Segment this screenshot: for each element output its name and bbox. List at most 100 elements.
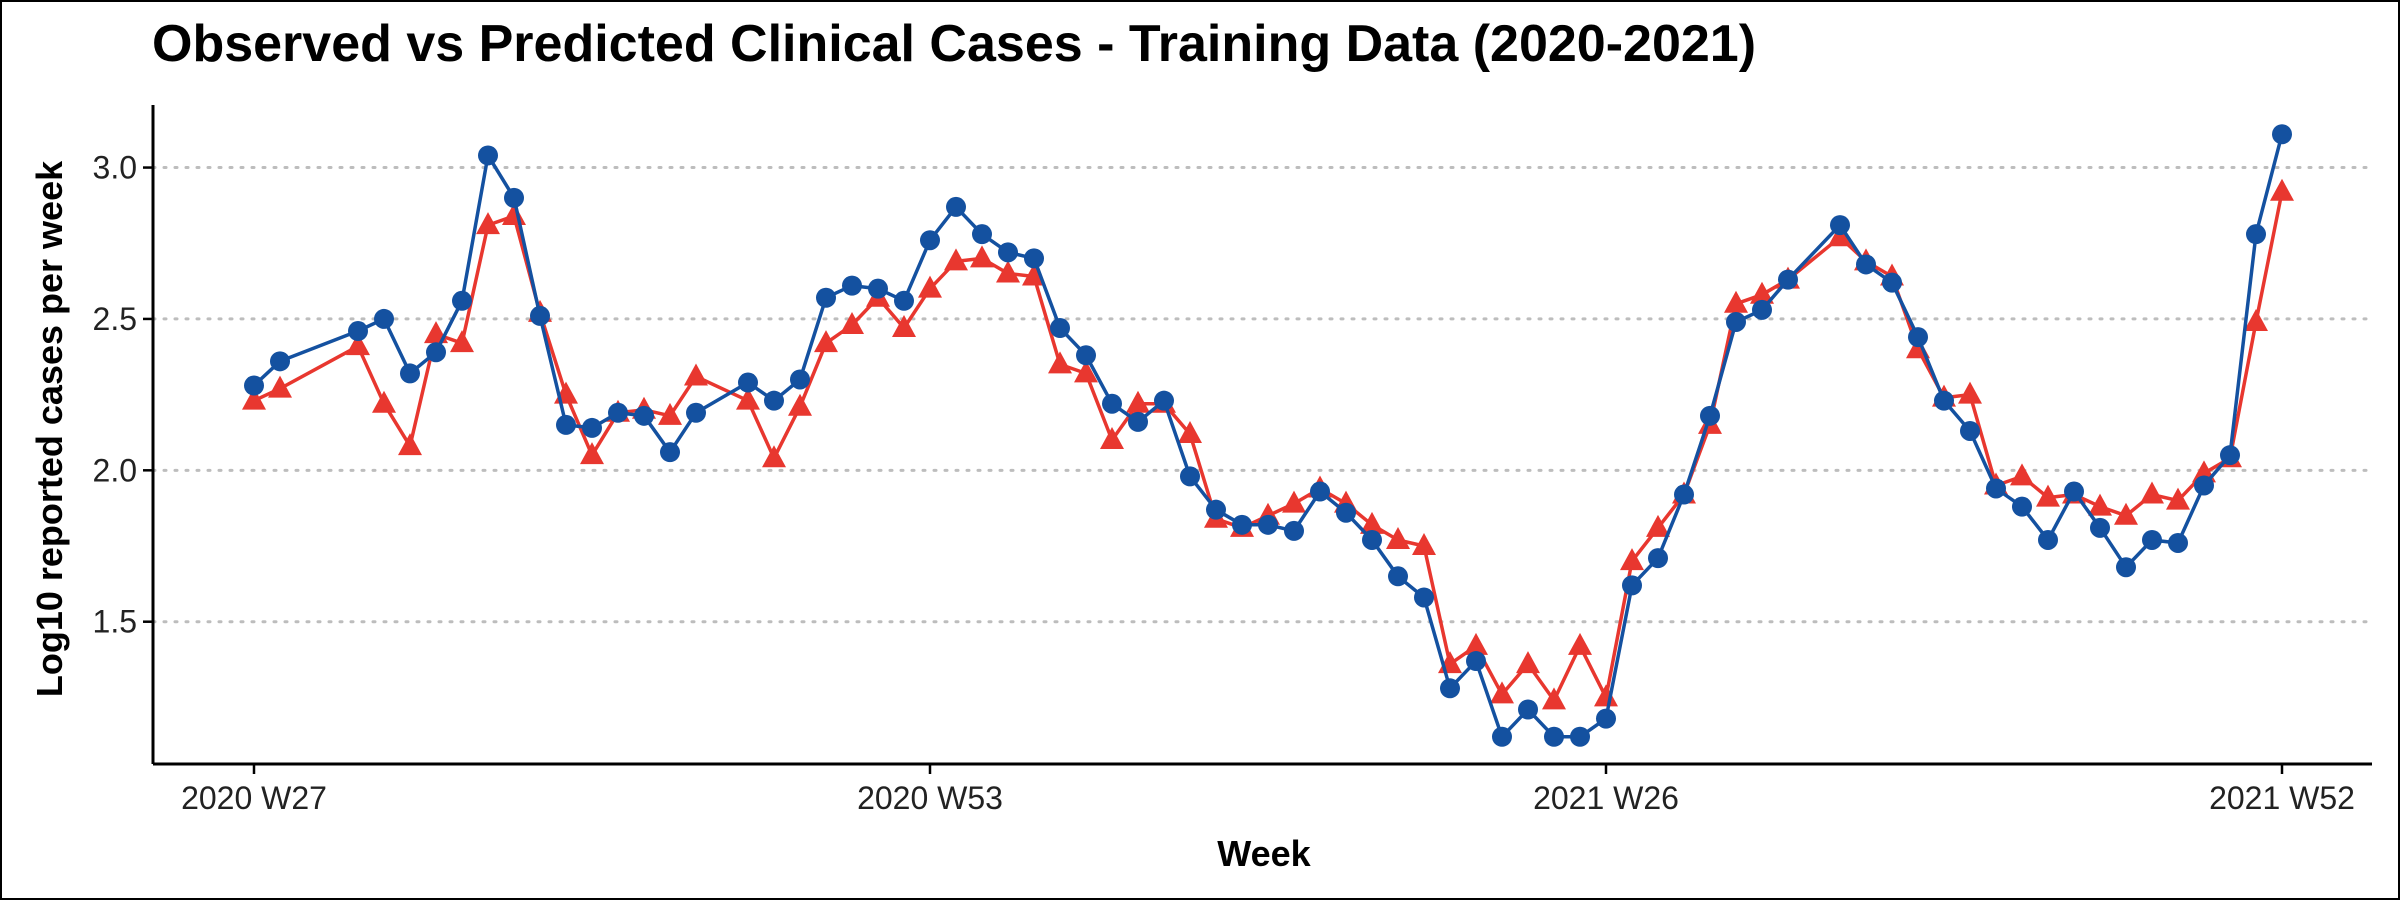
observed-point — [504, 187, 524, 208]
predicted-point — [1646, 514, 1670, 537]
predicted-point — [684, 363, 708, 386]
predicted-point — [1724, 290, 1748, 313]
observed-point — [374, 308, 394, 329]
observed-point — [1336, 502, 1356, 523]
predicted-point — [1542, 687, 1566, 710]
observed-point — [1726, 311, 1746, 332]
observed-point — [1466, 651, 1486, 672]
predicted-point — [918, 275, 942, 298]
observed-point — [2272, 124, 2292, 145]
observed-point — [582, 417, 602, 438]
predicted-point — [814, 330, 838, 353]
observed-point — [1076, 345, 1096, 366]
predicted-point — [1620, 548, 1644, 571]
observed-point — [868, 278, 888, 299]
observed-point — [1232, 514, 1252, 535]
observed-point — [1544, 726, 1564, 747]
observed-point — [1830, 215, 1850, 236]
x-tick-label: 2020 W53 — [857, 780, 1003, 816]
x-tick-label: 2021 W26 — [1533, 780, 1679, 816]
predicted-point — [1568, 632, 1592, 655]
predicted-point — [944, 248, 968, 271]
observed-point — [1700, 405, 1720, 426]
predicted-point — [268, 375, 292, 398]
predicted-point — [1958, 381, 1982, 404]
predicted-point — [2088, 493, 2112, 516]
predicted-point — [242, 387, 266, 410]
predicted-point — [346, 333, 370, 356]
observed-point — [2038, 529, 2058, 550]
observed-point — [738, 372, 758, 393]
x-axis-title: Week — [1217, 833, 1311, 874]
observed-point — [1102, 393, 1122, 414]
observed-point — [1154, 390, 1174, 411]
observed-point — [1934, 390, 1954, 411]
observed-point — [1908, 327, 1928, 348]
predicted-point — [1126, 390, 1150, 413]
chart-title: Observed vs Predicted Clinical Cases - T… — [152, 15, 1757, 73]
observed-point — [998, 242, 1018, 263]
observed-point — [244, 375, 264, 396]
predicted-point — [1048, 351, 1072, 374]
observed-point — [426, 342, 446, 363]
predicted-point — [1464, 632, 1488, 655]
observed-point — [1518, 699, 1538, 720]
observed-point — [1492, 726, 1512, 747]
observed-point — [920, 230, 940, 251]
predicted-point — [1516, 651, 1540, 674]
predicted-point — [1360, 511, 1384, 534]
observed-point — [2220, 445, 2240, 466]
observed-point — [2246, 224, 2266, 245]
predicted-point — [1828, 224, 1852, 247]
predicted-point — [450, 330, 474, 353]
observed-point — [1856, 254, 1876, 275]
predicted-point — [2244, 308, 2268, 331]
grid-lines — [151, 166, 2374, 624]
y-tick-label: 2.0 — [93, 452, 137, 488]
observed-point — [634, 405, 654, 426]
observed-point — [1596, 708, 1616, 729]
observed-point — [2142, 529, 2162, 550]
observed-point — [2012, 496, 2032, 517]
y-axis-title: Log10 reported cases per week — [29, 160, 70, 697]
predicted-point — [1282, 490, 1306, 513]
predicted-point — [996, 260, 1020, 283]
observed-point — [1882, 272, 1902, 293]
observed-point — [816, 287, 836, 308]
observed-point — [764, 390, 784, 411]
observed-point — [790, 369, 810, 390]
observed-point — [270, 351, 290, 372]
observed-point — [1570, 726, 1590, 747]
predicted-point — [1594, 684, 1618, 707]
observed-point — [686, 402, 706, 423]
predicted-point — [2114, 502, 2138, 525]
predicted-point — [398, 433, 422, 456]
observed-point — [1752, 299, 1772, 320]
observed-point — [946, 196, 966, 217]
predicted-point — [1100, 427, 1124, 450]
observed-point — [1284, 520, 1304, 541]
observed-point — [2090, 517, 2110, 538]
observed-point — [1986, 478, 2006, 499]
observed-point — [1960, 420, 1980, 441]
observed-point — [660, 442, 680, 463]
observed-point — [478, 145, 498, 166]
observed-point — [1622, 575, 1642, 596]
predicted-point — [840, 311, 864, 334]
observed-point — [894, 290, 914, 311]
observed-point — [530, 305, 550, 326]
predicted-point — [658, 402, 682, 425]
predicted-point — [1490, 681, 1514, 704]
observed-point — [556, 414, 576, 435]
observed-point — [452, 290, 472, 311]
observed-point — [1310, 481, 1330, 502]
observed-point — [1362, 529, 1382, 550]
predicted-point — [372, 390, 396, 413]
predicted-point — [1412, 533, 1436, 556]
observed-point — [1388, 566, 1408, 587]
observed-point — [2116, 557, 2136, 578]
observed-point — [1024, 248, 1044, 269]
observed-point — [1050, 318, 1070, 339]
